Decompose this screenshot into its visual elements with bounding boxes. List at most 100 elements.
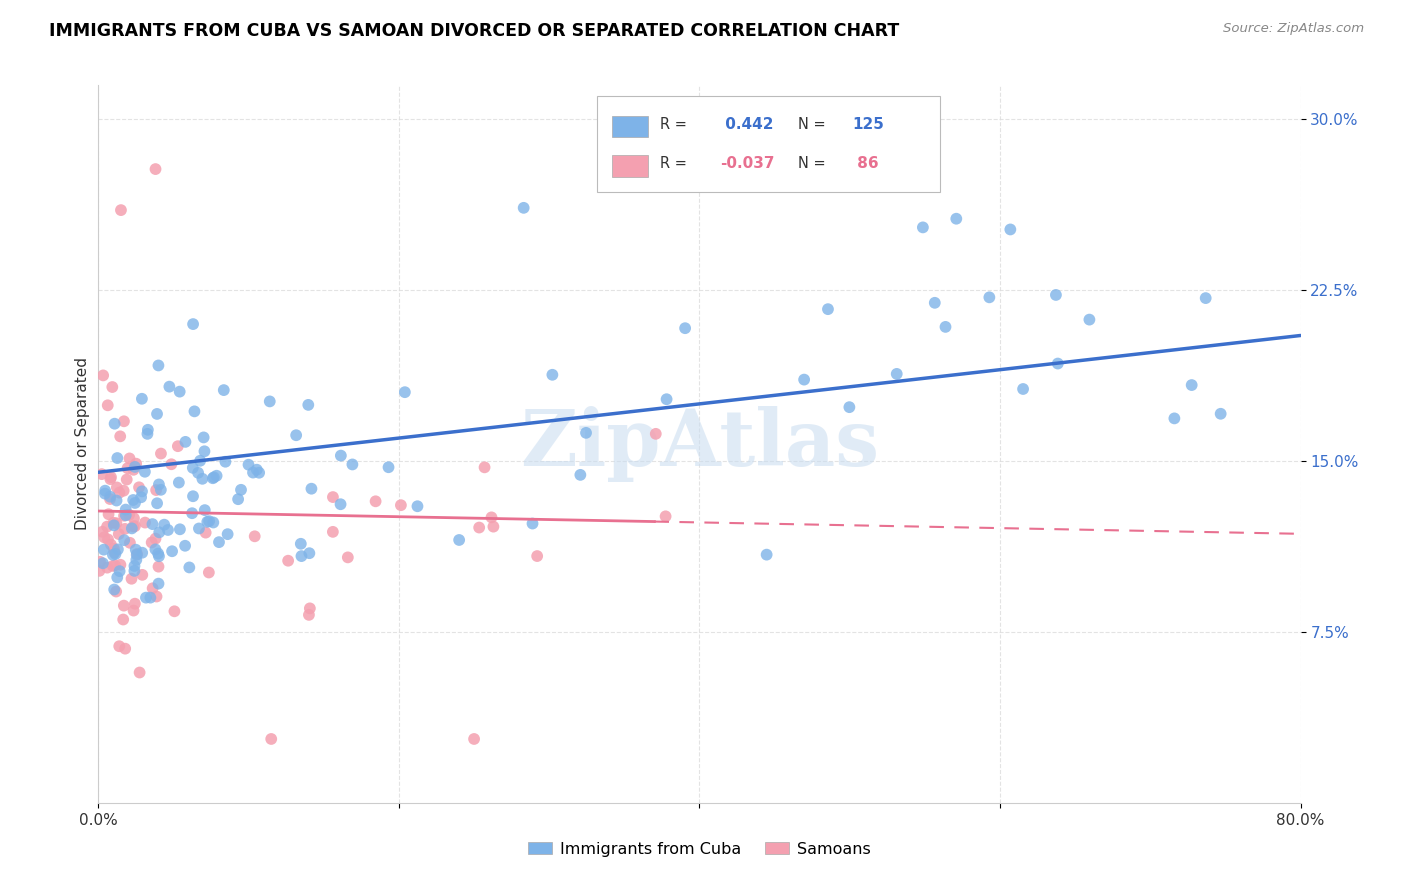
Point [569,467,592,482]
Point [449,533,471,547]
Point [153,517,176,532]
Point [389,498,412,512]
Point [104,547,127,561]
FancyBboxPatch shape [612,116,648,137]
Point [377,460,399,475]
Point [134,465,156,479]
Point [1163,411,1185,425]
Point [208,535,231,549]
Point [243,529,266,543]
Point [105,516,128,531]
Point [124,459,146,474]
Point [121,572,143,586]
Point [93,542,115,557]
Point [297,398,319,412]
Point [131,484,153,499]
Point [114,508,136,523]
Point [98,490,121,504]
Point [94,483,117,498]
Point [247,466,270,480]
Point [181,460,204,475]
Point [1012,382,1035,396]
Point [290,537,312,551]
Point [198,514,221,528]
Point [112,533,135,548]
Point [93,530,115,544]
Text: Source: ZipAtlas.com: Source: ZipAtlas.com [1223,22,1364,36]
Point [654,509,676,524]
Point [1000,222,1022,236]
Point [139,591,162,605]
Point [148,576,170,591]
Point [110,203,132,218]
Point [277,554,299,568]
Point [105,480,128,494]
Text: 0.442: 0.442 [720,117,773,132]
Point [91,524,114,539]
Point [979,290,1001,304]
Point [97,507,120,521]
Text: IMMIGRANTS FROM CUBA VS SAMOAN DIVORCED OR SEPARATED CORRELATION CHART: IMMIGRANTS FROM CUBA VS SAMOAN DIVORCED … [49,22,900,40]
Text: R =: R = [659,117,692,132]
Point [322,490,344,504]
Point [187,521,209,535]
Point [817,302,839,317]
Point [112,483,135,498]
Point [541,368,564,382]
Point [146,407,169,421]
Point [181,489,204,503]
Point [131,567,153,582]
Point [181,317,204,331]
Point [934,319,956,334]
Point [145,483,167,497]
Point [105,570,128,584]
Point [482,519,505,533]
Point [122,604,145,618]
Point [96,519,118,533]
Point [97,398,120,412]
Point [193,430,215,444]
Point [1209,407,1232,421]
Point [575,425,598,440]
Y-axis label: Divorced or Separated: Divorced or Separated [75,358,90,530]
Point [1181,378,1204,392]
Point [136,423,159,437]
Point [103,545,125,559]
Point [260,731,283,746]
Point [112,599,135,613]
Point [526,549,548,563]
Text: N =: N = [799,117,831,132]
Point [1078,312,1101,326]
Point [141,517,163,532]
Point [125,457,148,471]
Point [298,546,321,560]
Point [107,527,129,541]
Point [364,494,387,508]
Point [298,601,321,615]
Point [118,536,141,550]
Point [122,511,145,525]
Point [114,522,136,536]
Point [117,461,139,475]
Point [160,457,183,471]
Point [259,394,281,409]
Point [301,482,323,496]
Point [90,467,112,482]
Point [128,665,150,680]
Point [122,519,145,533]
Point [673,321,696,335]
Point [522,516,544,531]
Point [103,518,125,533]
Point [342,458,364,472]
Point [97,533,120,547]
Point [202,470,225,484]
Point [103,541,125,556]
Point [124,496,146,510]
Point [191,472,214,486]
Point [238,458,260,472]
Point [205,468,228,483]
Point [108,485,131,500]
Point [101,380,124,394]
Point [146,496,169,510]
Point [226,492,249,507]
